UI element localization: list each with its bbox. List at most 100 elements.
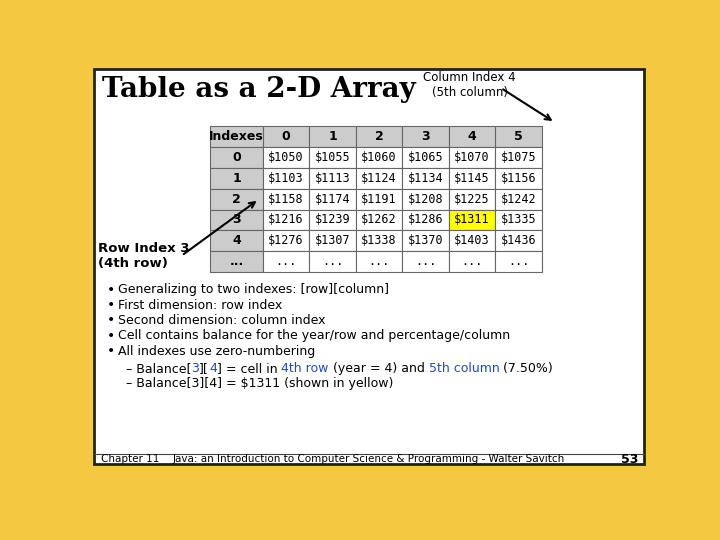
Text: ...: ... xyxy=(369,255,390,268)
Text: ...: ... xyxy=(275,255,297,268)
Bar xyxy=(310,231,356,251)
Text: 3: 3 xyxy=(191,362,199,375)
Text: 5th column: 5th column xyxy=(428,362,500,375)
Text: 4: 4 xyxy=(468,130,477,143)
Text: $1370: $1370 xyxy=(408,234,444,247)
Bar xyxy=(495,189,542,210)
Text: ...: ... xyxy=(415,255,436,268)
Text: $1338: $1338 xyxy=(361,234,397,247)
Text: 0: 0 xyxy=(282,130,290,143)
Bar xyxy=(495,168,542,189)
Text: $1075: $1075 xyxy=(501,151,536,164)
Text: $1174: $1174 xyxy=(315,193,351,206)
Text: 53: 53 xyxy=(621,453,639,465)
Bar xyxy=(495,126,542,147)
Text: •: • xyxy=(107,313,115,327)
Text: ...: ... xyxy=(322,255,343,268)
Text: 1: 1 xyxy=(328,130,337,143)
Bar xyxy=(210,168,263,189)
Bar xyxy=(310,189,356,210)
Bar xyxy=(310,147,356,168)
Bar xyxy=(449,168,495,189)
Bar xyxy=(402,126,449,147)
Bar xyxy=(210,251,263,272)
Text: 4th row: 4th row xyxy=(282,362,329,375)
Text: $1060: $1060 xyxy=(361,151,397,164)
Bar xyxy=(263,210,310,231)
Bar xyxy=(310,168,356,189)
Bar xyxy=(402,189,449,210)
Text: $1050: $1050 xyxy=(269,151,304,164)
Text: Column Index 4
(5th column): Column Index 4 (5th column) xyxy=(423,71,516,99)
Text: •: • xyxy=(107,298,115,312)
Text: $1113: $1113 xyxy=(315,172,351,185)
Bar xyxy=(449,126,495,147)
Text: ...: ... xyxy=(230,255,243,268)
Text: Indexes: Indexes xyxy=(209,130,264,143)
Text: $1286: $1286 xyxy=(408,213,444,226)
Text: 2: 2 xyxy=(374,130,384,143)
Bar xyxy=(356,189,402,210)
Text: ...: ... xyxy=(508,255,529,268)
Bar xyxy=(495,231,542,251)
Bar xyxy=(263,147,310,168)
Bar xyxy=(402,147,449,168)
Bar xyxy=(402,168,449,189)
Text: Row Index 3
(4th row): Row Index 3 (4th row) xyxy=(98,242,189,270)
Text: 5: 5 xyxy=(514,130,523,143)
Bar xyxy=(495,147,542,168)
Bar xyxy=(263,168,310,189)
Text: •: • xyxy=(107,282,115,296)
Text: $1276: $1276 xyxy=(269,234,304,247)
Text: $1311: $1311 xyxy=(454,213,490,226)
Text: (7.50%): (7.50%) xyxy=(500,362,553,375)
Text: Second dimension: column index: Second dimension: column index xyxy=(118,314,325,327)
Text: $1436: $1436 xyxy=(501,234,536,247)
Text: ][: ][ xyxy=(199,362,209,375)
Text: $1145: $1145 xyxy=(454,172,490,185)
Text: 3: 3 xyxy=(232,213,240,226)
Text: •: • xyxy=(107,344,115,358)
Text: $1216: $1216 xyxy=(269,213,304,226)
Text: $1124: $1124 xyxy=(361,172,397,185)
Bar xyxy=(210,189,263,210)
Bar xyxy=(402,210,449,231)
Text: Table as a 2-D Array: Table as a 2-D Array xyxy=(102,76,416,103)
Text: Generalizing to two indexes: [row][column]: Generalizing to two indexes: [row][colum… xyxy=(118,283,389,296)
Bar xyxy=(402,251,449,272)
Text: $1103: $1103 xyxy=(269,172,304,185)
Text: $1335: $1335 xyxy=(501,213,536,226)
Text: ...: ... xyxy=(462,255,483,268)
Bar xyxy=(449,231,495,251)
Bar xyxy=(263,231,310,251)
Bar xyxy=(449,210,495,231)
Text: Java: an Introduction to Computer Science & Programming - Walter Savitch: Java: an Introduction to Computer Scienc… xyxy=(173,454,565,464)
Bar xyxy=(495,210,542,231)
Text: $1065: $1065 xyxy=(408,151,444,164)
Text: $1262: $1262 xyxy=(361,213,397,226)
Bar xyxy=(356,168,402,189)
Bar xyxy=(356,251,402,272)
Text: $1156: $1156 xyxy=(501,172,536,185)
Bar xyxy=(263,189,310,210)
Text: Chapter 11: Chapter 11 xyxy=(101,454,159,464)
Text: $1055: $1055 xyxy=(315,151,351,164)
Text: 1: 1 xyxy=(232,172,241,185)
Bar xyxy=(210,231,263,251)
Bar xyxy=(210,147,263,168)
Text: $1307: $1307 xyxy=(315,234,351,247)
Text: 4: 4 xyxy=(209,362,217,375)
Bar xyxy=(449,189,495,210)
Text: 2: 2 xyxy=(232,193,241,206)
Text: First dimension: row index: First dimension: row index xyxy=(118,299,282,312)
Bar xyxy=(356,126,402,147)
Text: $1225: $1225 xyxy=(454,193,490,206)
Text: All indexes use zero-numbering: All indexes use zero-numbering xyxy=(118,345,315,357)
Bar xyxy=(210,210,263,231)
Text: – Balance[: – Balance[ xyxy=(126,362,191,375)
Text: $1403: $1403 xyxy=(454,234,490,247)
Text: 0: 0 xyxy=(232,151,241,164)
Bar xyxy=(263,126,310,147)
Bar xyxy=(263,251,310,272)
Text: 3: 3 xyxy=(421,130,430,143)
